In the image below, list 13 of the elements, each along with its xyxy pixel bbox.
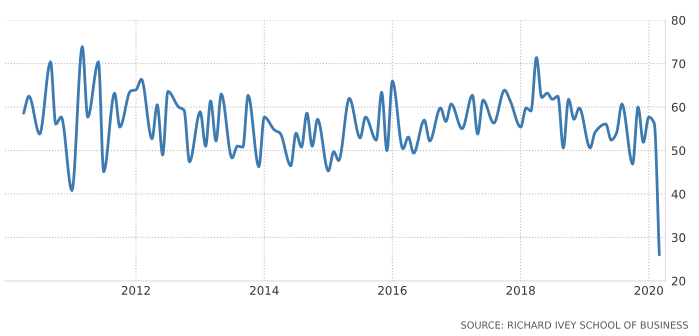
x-tick-label: 2016 <box>378 286 407 295</box>
y-tick-label: 40 <box>672 190 686 199</box>
y-tick-label: 70 <box>672 59 686 68</box>
source-note: SOURCE: RICHARD IVEY SCHOOL OF BUSINESS <box>461 321 688 329</box>
x-tick-label: 2020 <box>634 286 664 295</box>
y-tick-label: 30 <box>672 233 686 242</box>
y-tick-label: 60 <box>672 102 686 112</box>
y-tick-label: 80 <box>672 16 686 25</box>
x-tick-label: 2018 <box>506 286 535 295</box>
x-tick-label: 2012 <box>122 286 150 295</box>
x-tick-label: 2014 <box>250 286 279 295</box>
y-tick-label: 50 <box>672 146 686 156</box>
y-tick-label: 20 <box>672 276 686 286</box>
